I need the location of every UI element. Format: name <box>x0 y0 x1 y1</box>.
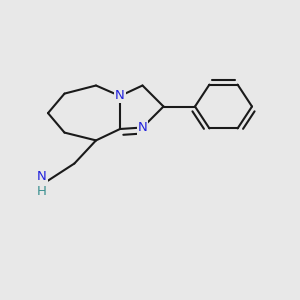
Text: N: N <box>115 89 125 103</box>
Text: N: N <box>37 170 47 184</box>
Text: N: N <box>138 121 147 134</box>
Text: H: H <box>37 184 47 198</box>
